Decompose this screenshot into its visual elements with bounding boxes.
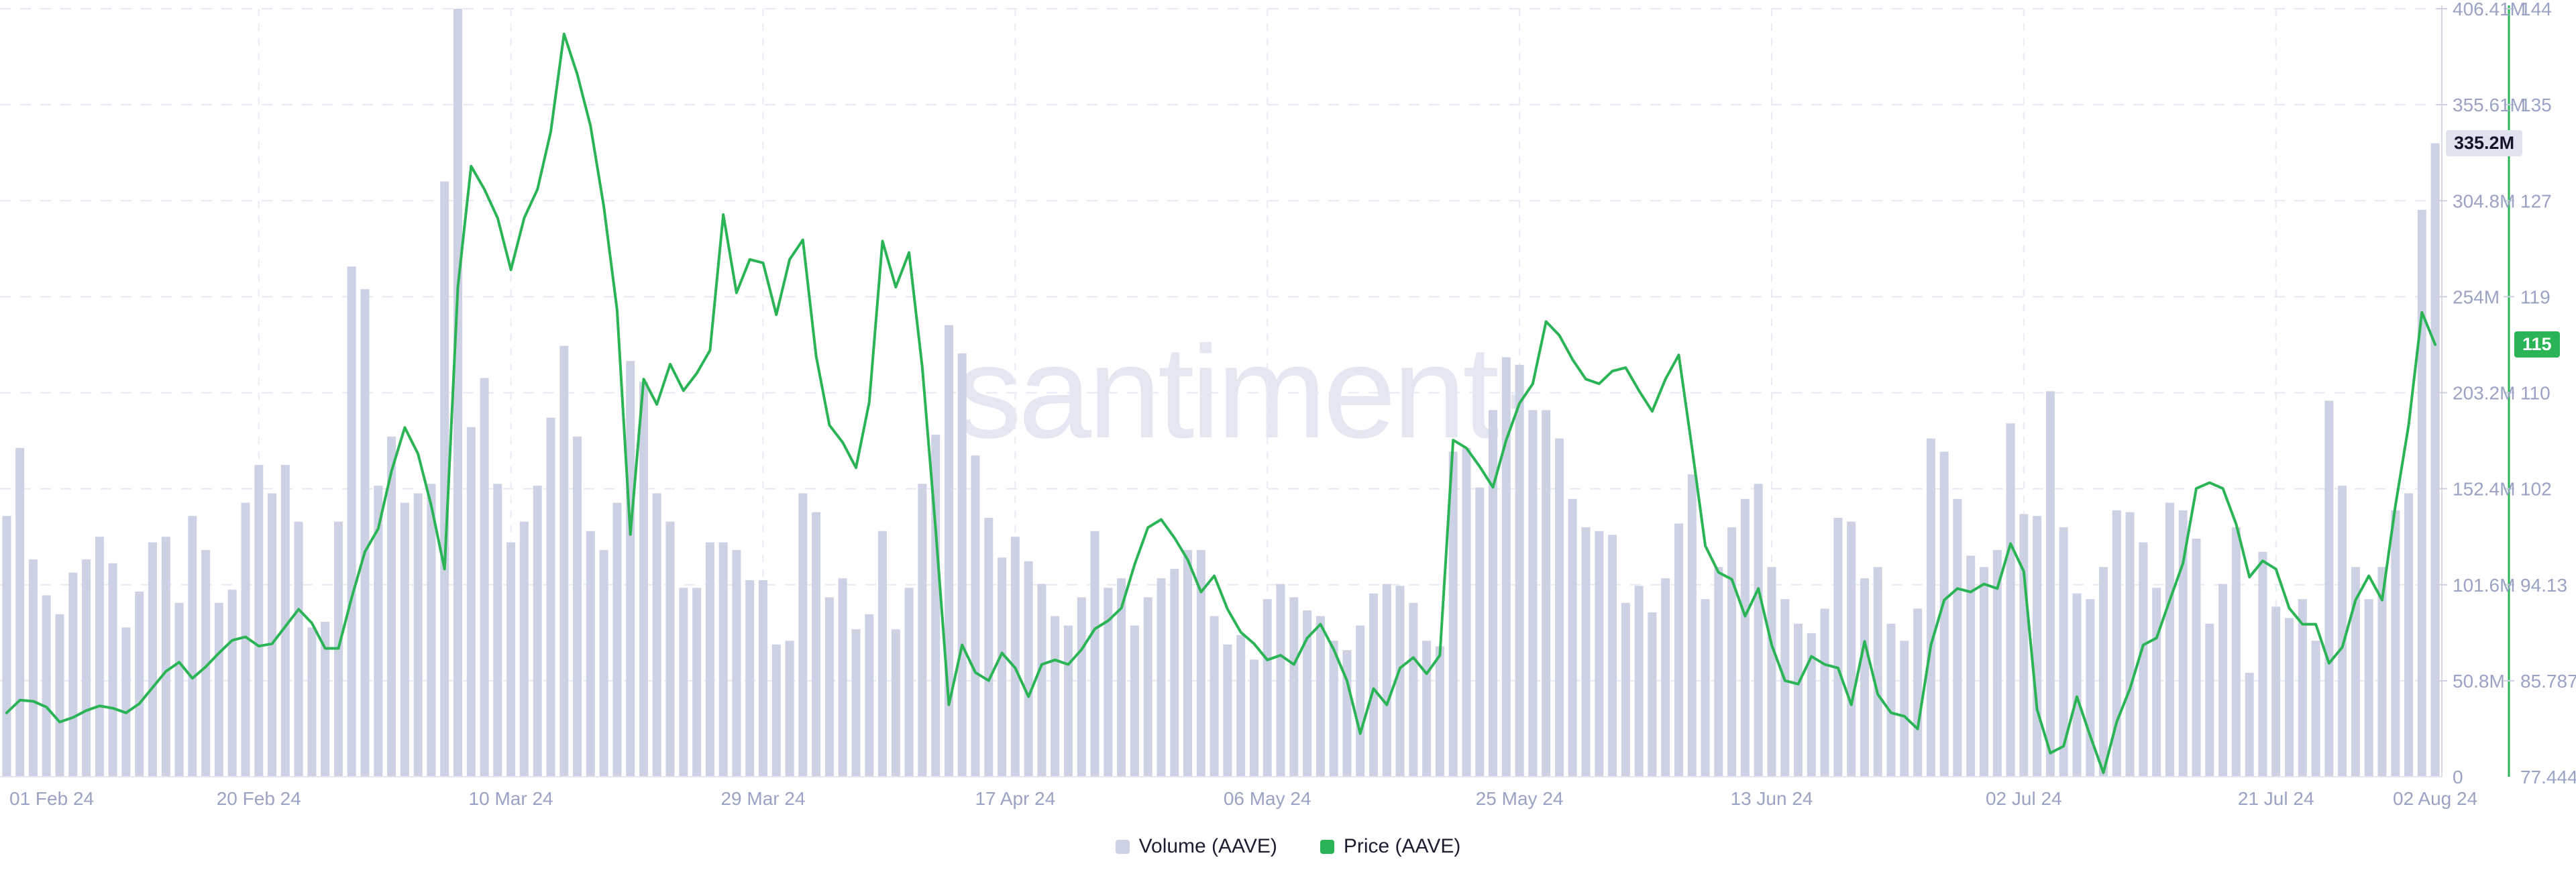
price-tick-label: 110 <box>2520 383 2551 404</box>
volume-legend-swatch-icon <box>1115 839 1130 854</box>
volume-tick-label: 406.41M <box>2453 0 2526 19</box>
volume-axis-labels: 0 50.8M 101.6M 152.4M 203.2M 254M 304.8M 355.61… <box>2453 0 2526 787</box>
price-axis-labels: 77.444 85.787 94.13 102 110 119 127 135 144 <box>2520 0 2576 787</box>
x-axis-label: 21 Jul 24 <box>2238 788 2314 809</box>
price-tick-label: 94.13 <box>2520 575 2567 596</box>
price-tick-label: 77.444 <box>2520 767 2576 787</box>
legend-item-volume[interactable]: Volume (AAVE) <box>1115 835 1277 858</box>
x-axis-label: 29 Mar 24 <box>720 788 805 809</box>
x-axis-label: 13 Jun 24 <box>1731 788 1813 809</box>
price-line <box>5 32 2437 774</box>
volume-tick-label: 152.4M <box>2453 479 2515 500</box>
x-axis-label: 25 May 24 <box>1476 788 1564 809</box>
legend-item-price[interactable]: Price (AAVE) <box>1320 835 1460 858</box>
x-axis-label: 17 Apr 24 <box>975 788 1055 809</box>
volume-tick-label: 101.6M <box>2453 575 2515 596</box>
x-axis-label: 02 Aug 24 <box>2393 788 2477 809</box>
volume-tick-label: 355.61M <box>2453 95 2526 115</box>
price-tick-label: 127 <box>2520 190 2552 211</box>
volume-tick-label: 254M <box>2453 286 2500 307</box>
price-tick-label: 85.787 <box>2520 671 2576 692</box>
x-axis-label: 06 May 24 <box>1224 788 1311 809</box>
latest-volume-badge: 335.2M <box>2446 129 2523 156</box>
volume-tick-label: 0 <box>2453 767 2463 787</box>
legend-label-volume: Volume (AAVE) <box>1138 835 1277 857</box>
axis-tick-marks <box>2436 8 2514 682</box>
x-axis-label: 02 Jul 24 <box>1986 788 2062 809</box>
volume-tick-label: 203.2M <box>2453 383 2515 404</box>
x-axis-labels: 01 Feb 24 20 Feb 24 10 Mar 24 29 Mar 24 17 A… <box>9 788 2477 809</box>
legend-label-price: Price (AAVE) <box>1343 835 1461 857</box>
price-tick-label: 144 <box>2520 0 2552 19</box>
volume-bars <box>2 9 2440 777</box>
x-axis-label: 20 Feb 24 <box>217 788 301 809</box>
chart-legend: Volume (AAVE) Price (AAVE) <box>0 826 2576 867</box>
x-axis-label: 01 Feb 24 <box>9 788 94 809</box>
price-tick-label: 102 <box>2520 479 2552 500</box>
price-tick-label: 119 <box>2520 286 2551 307</box>
volume-tick-label: 304.8M <box>2453 190 2515 211</box>
volume-tick-label: 50.8M <box>2453 671 2505 692</box>
price-tick-label: 135 <box>2520 95 2552 115</box>
x-axis-label: 10 Mar 24 <box>469 788 553 809</box>
price-legend-swatch-icon <box>1320 839 1334 854</box>
latest-price-badge: 115 <box>2514 331 2560 358</box>
